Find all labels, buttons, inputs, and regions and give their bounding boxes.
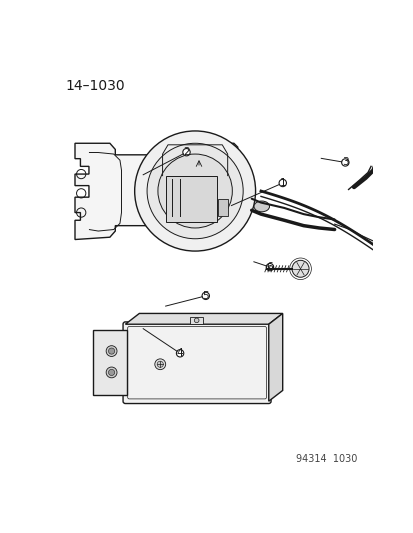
Ellipse shape (254, 201, 269, 212)
FancyBboxPatch shape (218, 199, 227, 216)
Text: 6: 6 (266, 262, 273, 272)
Circle shape (176, 350, 183, 357)
Text: 5: 5 (202, 291, 209, 301)
Circle shape (202, 292, 209, 300)
Circle shape (147, 143, 242, 239)
Circle shape (108, 369, 114, 376)
Text: 3: 3 (341, 157, 348, 167)
Circle shape (266, 263, 273, 271)
Circle shape (106, 346, 117, 357)
FancyBboxPatch shape (123, 322, 271, 403)
Text: 4: 4 (176, 348, 183, 358)
Circle shape (154, 359, 165, 370)
Circle shape (106, 367, 117, 378)
FancyBboxPatch shape (190, 317, 202, 324)
Circle shape (194, 318, 199, 322)
Polygon shape (125, 313, 282, 324)
Circle shape (157, 361, 163, 367)
Circle shape (291, 260, 308, 277)
FancyBboxPatch shape (165, 175, 216, 222)
Text: 1: 1 (279, 178, 285, 188)
Text: 94314  1030: 94314 1030 (296, 454, 357, 464)
Text: 14–1030: 14–1030 (66, 79, 125, 93)
Circle shape (108, 348, 114, 354)
Text: 2: 2 (183, 147, 190, 157)
Circle shape (341, 159, 348, 166)
Circle shape (157, 154, 232, 228)
Circle shape (278, 179, 286, 187)
Polygon shape (75, 143, 237, 239)
Circle shape (134, 131, 255, 251)
Polygon shape (268, 313, 282, 401)
FancyBboxPatch shape (93, 330, 127, 395)
Circle shape (183, 149, 190, 156)
